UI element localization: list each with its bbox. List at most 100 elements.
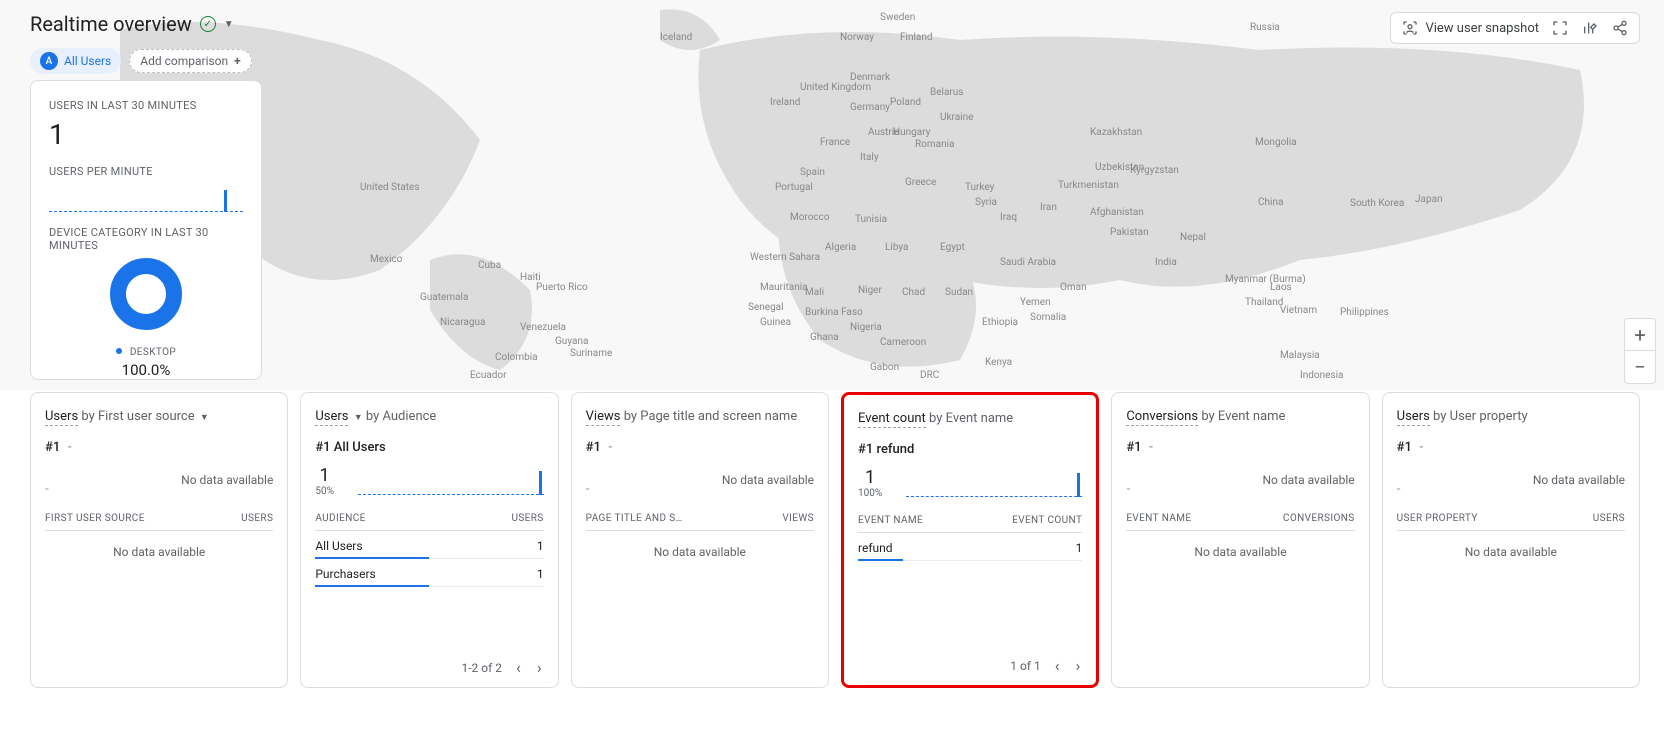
rank-line: #1 - — [1397, 440, 1625, 455]
svg-text:Indonesia: Indonesia — [1300, 370, 1343, 381]
svg-text:Russia: Russia — [1250, 22, 1280, 33]
card-title[interactable]: Users ▼ by Audience — [315, 409, 543, 424]
rank-line: #1 refund — [858, 442, 1082, 457]
stat-number: 150% — [315, 465, 334, 497]
card-by-text: by First user source — [81, 409, 194, 424]
mini-sparkline — [906, 469, 1082, 499]
table-row[interactable]: All Users1 — [315, 531, 543, 559]
svg-text:Iraq: Iraq — [1000, 212, 1017, 223]
svg-text:Burkina Faso: Burkina Faso — [805, 307, 863, 318]
table-row[interactable]: refund1 — [858, 533, 1082, 561]
svg-text:Guinea: Guinea — [760, 317, 791, 328]
svg-text:Colombia: Colombia — [495, 352, 538, 363]
table-header: PAGE TITLE AND S…VIEWS — [586, 503, 814, 531]
svg-text:Iceland: Iceland — [660, 32, 692, 43]
nodata-block: No data available — [45, 531, 273, 573]
nodata-inline: No data available — [722, 473, 814, 487]
stat-dash: - — [1126, 481, 1140, 497]
svg-text:Nepal: Nepal — [1180, 232, 1206, 243]
svg-text:Turkmenistan: Turkmenistan — [1058, 180, 1119, 191]
table-header: AUDIENCEUSERS — [315, 503, 543, 531]
stat-row: - No data available — [586, 463, 814, 497]
svg-text:Ukraine: Ukraine — [940, 112, 973, 123]
card-title[interactable]: Users by User property — [1397, 409, 1625, 424]
legend-dot — [116, 348, 122, 354]
svg-text:Gabon: Gabon — [870, 362, 899, 373]
legend-label: DESKTOP — [130, 347, 176, 358]
svg-text:Ethiopia: Ethiopia — [982, 317, 1018, 328]
pager-next-icon[interactable]: › — [535, 658, 544, 677]
edit-chart-icon[interactable] — [1581, 19, 1599, 37]
svg-text:Mexico: Mexico — [370, 254, 403, 265]
card-metric: Users — [1397, 409, 1430, 426]
pager-prev-icon[interactable]: ‹ — [514, 658, 523, 677]
svg-text:Ireland: Ireland — [770, 97, 800, 108]
svg-text:Turkey: Turkey — [965, 182, 995, 193]
add-comparison-chip[interactable]: Add comparison + — [129, 49, 251, 73]
dimension-card-4: Conversions by Event name#1 --No data av… — [1111, 392, 1369, 688]
card-title[interactable]: Users by First user source ▼ — [45, 409, 273, 424]
add-comparison-label: Add comparison — [140, 54, 228, 68]
svg-text:Mali: Mali — [805, 287, 824, 298]
device-donut-wrap: DESKTOP 100.0% — [49, 258, 243, 379]
device-donut-chart — [110, 258, 182, 330]
svg-text:Vietnam: Vietnam — [1280, 305, 1317, 316]
table-header: EVENT NAMEEVENT COUNT — [858, 505, 1082, 533]
zoom-in-button[interactable]: + — [1625, 319, 1655, 351]
title-dropdown-icon[interactable]: ▼ — [224, 19, 234, 30]
svg-text:Suriname: Suriname — [570, 348, 612, 359]
stat-row: 150% — [315, 463, 543, 497]
stat-row: 1100% — [858, 465, 1082, 499]
table-header: USER PROPERTYUSERS — [1397, 503, 1625, 531]
svg-text:Sudan: Sudan — [945, 287, 973, 298]
svg-text:Mongolia: Mongolia — [1255, 137, 1297, 148]
svg-text:Venezuela: Venezuela — [520, 322, 566, 333]
svg-text:Syria: Syria — [975, 197, 997, 208]
stat-dash: - — [45, 481, 59, 497]
svg-text:Philippines: Philippines — [1340, 307, 1389, 318]
nodata-block: No data available — [1126, 531, 1354, 573]
view-user-snapshot-button[interactable]: View user snapshot — [1401, 19, 1539, 37]
fullscreen-icon[interactable] — [1551, 19, 1569, 37]
mini-sparkline — [358, 467, 544, 497]
svg-text:Malaysia: Malaysia — [1280, 350, 1320, 361]
card-metric: Conversions — [1126, 409, 1198, 426]
users-last-30-label: USERS IN LAST 30 MINUTES — [49, 99, 243, 112]
share-icon[interactable] — [1611, 19, 1629, 37]
stat-number: 1100% — [858, 467, 882, 499]
svg-text:Spain: Spain — [800, 167, 825, 178]
svg-text:Chad: Chad — [902, 287, 925, 298]
card-by-text: by Event name — [929, 411, 1013, 426]
svg-text:Sweden: Sweden — [880, 12, 915, 23]
card-metric: Event count — [858, 411, 926, 428]
card-title[interactable]: Event count by Event name — [858, 411, 1082, 426]
card-title[interactable]: Views by Page title and screen name — [586, 409, 814, 424]
svg-text:Morocco: Morocco — [790, 212, 830, 223]
card-metric: Views — [586, 409, 621, 426]
svg-text:Guyana: Guyana — [555, 336, 588, 347]
zoom-out-button[interactable]: − — [1625, 351, 1655, 383]
dimension-card-5: Users by User property#1 --No data avail… — [1382, 392, 1640, 688]
table-header: EVENT NAMECONVERSIONS — [1126, 503, 1354, 531]
status-check-icon: ✓ — [200, 16, 216, 32]
dimension-cards-row: Users by First user source ▼ #1 - - No data… — [30, 392, 1640, 688]
svg-text:United States: United States — [360, 182, 420, 193]
svg-text:Greece: Greece — [905, 177, 936, 188]
svg-text:Afghanistan: Afghanistan — [1090, 206, 1144, 218]
svg-text:Somalia: Somalia — [1030, 312, 1066, 323]
card-title[interactable]: Conversions by Event name — [1126, 409, 1354, 424]
pager-next-icon[interactable]: › — [1074, 656, 1083, 675]
svg-text:Pakistan: Pakistan — [1110, 227, 1149, 238]
svg-text:Cuba: Cuba — [478, 260, 501, 271]
svg-text:Thailand: Thailand — [1245, 297, 1283, 308]
svg-text:Belarus: Belarus — [930, 87, 963, 98]
svg-text:Norway: Norway — [840, 32, 874, 43]
stat-row: -No data available — [1126, 463, 1354, 497]
svg-text:Laos: Laos — [1270, 282, 1292, 293]
svg-text:Oman: Oman — [1060, 282, 1087, 293]
stat-dash: - — [586, 481, 600, 497]
audience-chip-all-users[interactable]: A All Users — [30, 48, 121, 74]
pager-prev-icon[interactable]: ‹ — [1053, 656, 1062, 675]
table-row[interactable]: Purchasers1 — [315, 559, 543, 587]
svg-text:Ghana: Ghana — [810, 332, 839, 343]
